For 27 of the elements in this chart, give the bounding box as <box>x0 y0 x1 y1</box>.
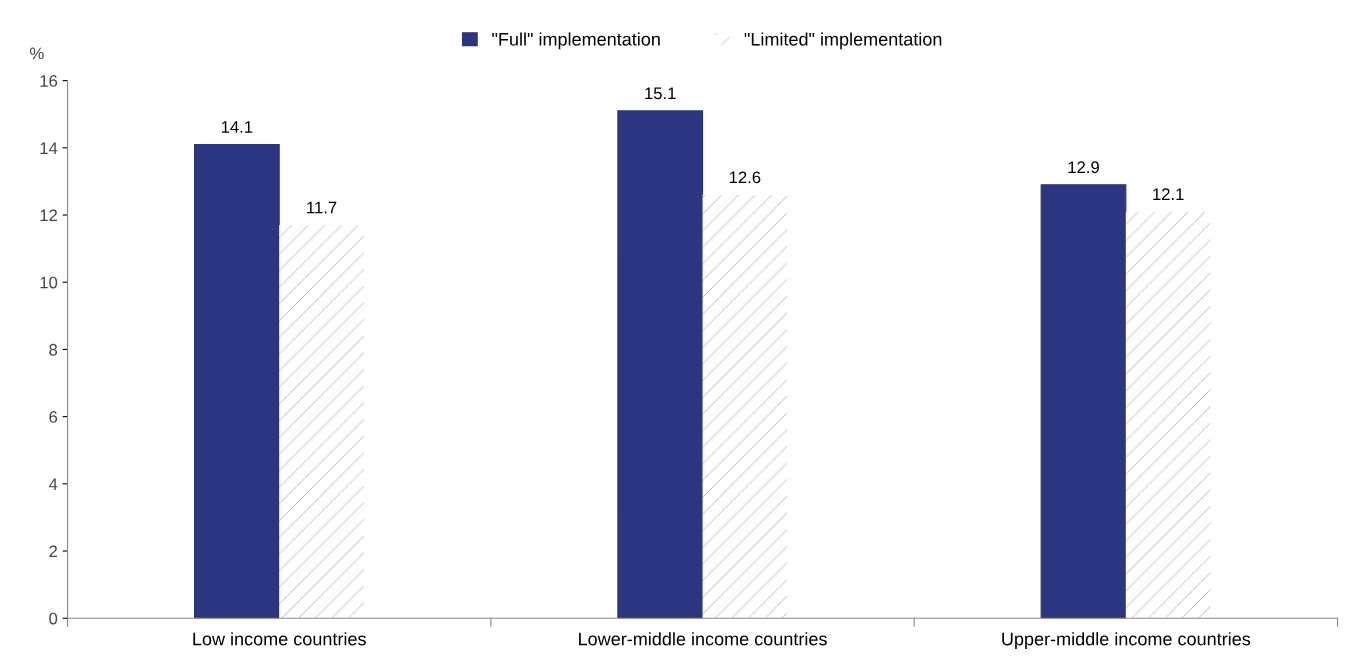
bar <box>702 194 788 619</box>
bar <box>617 110 704 619</box>
data-label: 15.1 <box>645 87 676 100</box>
x-tick-label: Lower-middle income countries <box>579 632 827 646</box>
x-tick-label: Upper-middle income countries <box>1002 632 1251 649</box>
y-tick-label: 4 <box>48 478 58 490</box>
data-label: 12.9 <box>1068 161 1099 174</box>
bar <box>193 143 280 619</box>
bar <box>279 225 364 619</box>
data-label: 12.1 <box>1153 188 1184 200</box>
bar <box>1125 211 1211 619</box>
y-tick-label: 12 <box>40 209 57 222</box>
bar <box>1040 184 1127 619</box>
y-tick-label: 0 <box>49 612 58 625</box>
y-tick-label: 2 <box>49 545 57 558</box>
legend-label: "Limited" implementation <box>744 32 942 50</box>
y-axis-title: % <box>30 47 44 60</box>
y-tick-label: 10 <box>40 276 58 289</box>
y-tick-label: 6 <box>49 411 58 423</box>
data-label: 14.1 <box>221 121 253 133</box>
data-label: 12.6 <box>729 171 761 184</box>
data-label: 11.7 <box>307 201 337 214</box>
x-tick-label: Low income countries <box>193 632 366 646</box>
y-tick-label: 16 <box>40 75 58 87</box>
legend-label: "Full" implementation <box>492 32 660 50</box>
y-tick-label: 8 <box>49 343 58 356</box>
y-tick-label: 14 <box>40 142 58 154</box>
